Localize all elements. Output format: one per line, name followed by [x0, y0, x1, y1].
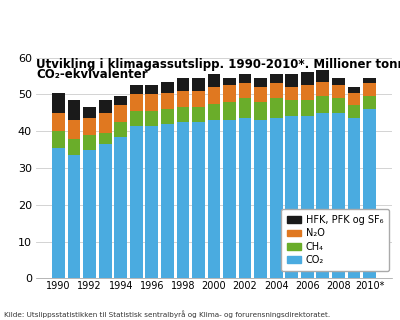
Bar: [130, 126, 143, 278]
Bar: [192, 122, 205, 278]
Bar: [176, 122, 189, 278]
Bar: [114, 122, 127, 137]
Bar: [192, 78, 205, 91]
Bar: [52, 113, 65, 131]
Text: CO₂-ekvivalenter: CO₂-ekvivalenter: [36, 68, 148, 81]
Bar: [130, 111, 143, 126]
Bar: [301, 116, 314, 278]
Bar: [192, 91, 205, 107]
Bar: [285, 116, 298, 278]
Bar: [146, 85, 158, 94]
Bar: [254, 102, 267, 120]
Bar: [114, 96, 127, 106]
Bar: [161, 109, 174, 124]
Bar: [239, 74, 252, 83]
Bar: [68, 120, 80, 139]
Bar: [68, 100, 80, 120]
Bar: [208, 74, 220, 87]
Bar: [223, 120, 236, 278]
Bar: [270, 74, 282, 83]
Bar: [99, 144, 112, 278]
Bar: [239, 83, 252, 98]
Bar: [270, 83, 282, 98]
Bar: [146, 94, 158, 111]
Bar: [316, 82, 329, 96]
Bar: [130, 85, 143, 94]
Bar: [176, 107, 189, 122]
Bar: [363, 96, 376, 109]
Bar: [99, 100, 112, 113]
Bar: [146, 126, 158, 278]
Bar: [192, 107, 205, 122]
Bar: [161, 82, 174, 92]
Bar: [161, 92, 174, 109]
Bar: [130, 94, 143, 111]
Bar: [114, 137, 127, 278]
Bar: [363, 83, 376, 96]
Bar: [208, 120, 220, 278]
Bar: [176, 91, 189, 107]
Bar: [52, 131, 65, 148]
Bar: [83, 118, 96, 135]
Bar: [301, 85, 314, 100]
Bar: [176, 78, 189, 91]
Bar: [332, 78, 345, 85]
Bar: [146, 111, 158, 126]
Bar: [223, 102, 236, 120]
Bar: [52, 92, 65, 113]
Bar: [348, 118, 360, 278]
Bar: [363, 109, 376, 278]
Bar: [239, 118, 252, 278]
Bar: [301, 72, 314, 85]
Bar: [285, 87, 298, 100]
Bar: [254, 78, 267, 87]
Bar: [52, 148, 65, 278]
Bar: [316, 113, 329, 278]
Bar: [363, 78, 376, 83]
Bar: [316, 96, 329, 113]
Bar: [332, 85, 345, 98]
Bar: [348, 87, 360, 92]
Bar: [161, 124, 174, 278]
Bar: [348, 106, 360, 118]
Bar: [270, 118, 282, 278]
Bar: [301, 100, 314, 116]
Bar: [285, 74, 298, 87]
Bar: [348, 92, 360, 106]
Bar: [270, 98, 282, 118]
Bar: [114, 106, 127, 122]
Bar: [332, 113, 345, 278]
Bar: [99, 133, 112, 144]
Bar: [83, 135, 96, 150]
Bar: [83, 150, 96, 278]
Legend: HFK, PFK og SF₆, N₂O, CH₄, CO₂: HFK, PFK og SF₆, N₂O, CH₄, CO₂: [282, 209, 389, 271]
Bar: [223, 78, 236, 85]
Bar: [68, 155, 80, 278]
Text: Utvikling i klimagassutslipp. 1990-2010*. Millioner tonn: Utvikling i klimagassutslipp. 1990-2010*…: [36, 58, 400, 71]
Bar: [254, 120, 267, 278]
Bar: [239, 98, 252, 118]
Bar: [208, 104, 220, 120]
Bar: [99, 113, 112, 133]
Text: Kilde: Utslippsstatistikken til Statistisk sentralbyrå og Klima- og forurensning: Kilde: Utslippsstatistikken til Statisti…: [4, 311, 330, 318]
Bar: [254, 87, 267, 102]
Bar: [68, 139, 80, 155]
Bar: [208, 87, 220, 104]
Bar: [285, 100, 298, 116]
Bar: [332, 98, 345, 113]
Bar: [83, 107, 96, 118]
Bar: [223, 85, 236, 102]
Bar: [316, 70, 329, 82]
